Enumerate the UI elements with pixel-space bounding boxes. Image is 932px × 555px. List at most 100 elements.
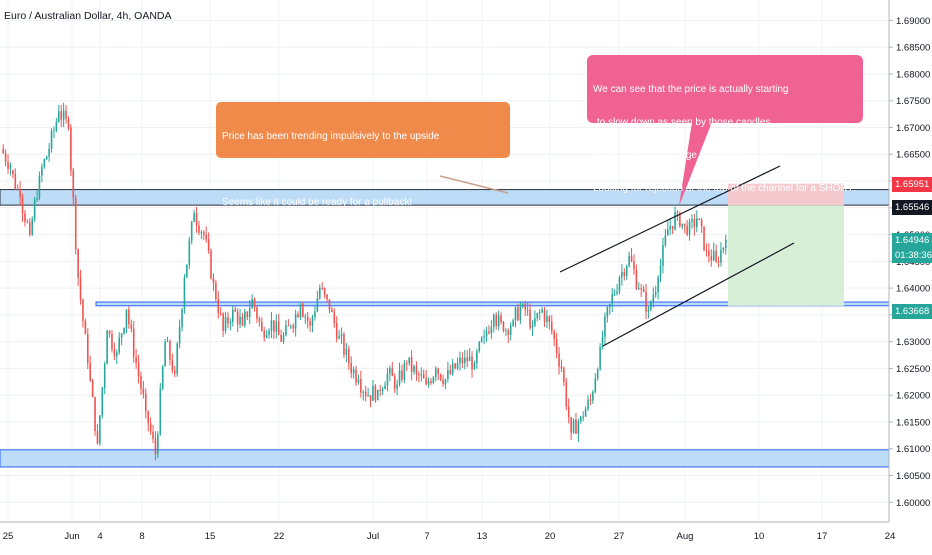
candle[interactable] <box>53 126 55 139</box>
candle[interactable] <box>314 306 316 321</box>
candle[interactable] <box>14 168 17 191</box>
candle[interactable] <box>420 367 423 382</box>
candle[interactable] <box>553 329 556 347</box>
candle[interactable] <box>289 324 292 329</box>
candle[interactable] <box>410 350 413 381</box>
candle[interactable] <box>589 393 592 406</box>
candle[interactable] <box>236 308 239 333</box>
candle[interactable] <box>157 431 159 459</box>
candle[interactable] <box>437 367 440 380</box>
candle[interactable] <box>91 378 94 398</box>
candle[interactable] <box>338 329 340 340</box>
candle[interactable] <box>534 310 536 328</box>
candle[interactable] <box>558 346 560 375</box>
candle[interactable] <box>587 395 589 411</box>
candle[interactable] <box>517 303 519 322</box>
candle[interactable] <box>599 343 601 371</box>
candle[interactable] <box>130 319 133 333</box>
candle[interactable] <box>567 398 570 424</box>
candle[interactable] <box>601 330 604 350</box>
candle[interactable] <box>708 243 710 263</box>
candle[interactable] <box>454 362 456 370</box>
candle[interactable] <box>594 373 597 394</box>
candle[interactable] <box>224 311 227 334</box>
stop-loss-area[interactable] <box>728 183 844 206</box>
candle[interactable] <box>495 312 498 330</box>
candle[interactable] <box>488 325 490 335</box>
candle[interactable] <box>497 310 500 331</box>
candle[interactable] <box>565 378 568 411</box>
candle[interactable] <box>67 116 70 131</box>
candle[interactable] <box>38 171 41 201</box>
candle[interactable] <box>292 323 295 333</box>
candle[interactable] <box>633 254 635 275</box>
candle[interactable] <box>149 417 152 436</box>
candle[interactable] <box>722 247 725 254</box>
candle[interactable] <box>364 385 367 402</box>
candle[interactable] <box>60 104 63 128</box>
candle[interactable] <box>391 362 394 377</box>
candle[interactable] <box>309 317 311 332</box>
candle[interactable] <box>611 287 614 313</box>
candle[interactable] <box>41 163 43 183</box>
candle[interactable] <box>50 128 53 153</box>
candle[interactable] <box>282 332 285 345</box>
candle[interactable] <box>635 264 638 291</box>
candle[interactable] <box>31 216 34 236</box>
candle[interactable] <box>256 305 258 323</box>
candle[interactable] <box>662 237 664 274</box>
candle[interactable] <box>389 365 391 382</box>
candle[interactable] <box>659 258 662 283</box>
candle[interactable] <box>70 124 72 177</box>
candle[interactable] <box>176 341 179 377</box>
candle[interactable] <box>239 308 241 329</box>
candle[interactable] <box>432 375 435 385</box>
candle[interactable] <box>202 230 205 240</box>
candle[interactable] <box>647 306 650 319</box>
candle[interactable] <box>386 367 389 392</box>
candle[interactable] <box>178 319 181 349</box>
candle[interactable] <box>101 386 104 419</box>
candle[interactable] <box>519 301 522 324</box>
candle[interactable] <box>350 356 353 379</box>
candle[interactable] <box>154 431 157 461</box>
candle[interactable] <box>285 320 287 337</box>
candle[interactable] <box>650 300 652 312</box>
candle[interactable] <box>422 369 425 379</box>
candle[interactable] <box>456 357 459 371</box>
candle[interactable] <box>405 360 408 371</box>
candle[interactable] <box>287 319 290 327</box>
candle[interactable] <box>584 406 587 417</box>
candle[interactable] <box>123 327 125 336</box>
candle[interactable] <box>181 307 183 332</box>
candle[interactable] <box>33 196 36 222</box>
candle[interactable] <box>217 291 220 319</box>
candle[interactable] <box>36 190 38 203</box>
candle[interactable] <box>99 414 101 446</box>
candle[interactable] <box>186 264 188 278</box>
candle[interactable] <box>608 303 611 315</box>
candle[interactable] <box>260 317 263 332</box>
candle[interactable] <box>703 226 705 252</box>
candle[interactable] <box>166 336 169 343</box>
candle[interactable] <box>200 230 203 239</box>
candle[interactable] <box>403 359 406 384</box>
candle[interactable] <box>459 351 461 371</box>
candle[interactable] <box>115 349 118 365</box>
candle[interactable] <box>418 371 420 383</box>
candle[interactable] <box>212 273 215 292</box>
candle[interactable] <box>384 381 386 390</box>
candle[interactable] <box>606 306 609 323</box>
candle[interactable] <box>84 318 87 335</box>
candle[interactable] <box>374 384 377 403</box>
candle[interactable] <box>379 385 382 397</box>
candle[interactable] <box>625 264 628 281</box>
candle[interactable] <box>265 329 268 339</box>
candle[interactable] <box>280 329 282 343</box>
candle[interactable] <box>345 342 348 363</box>
candle[interactable] <box>698 218 701 221</box>
take-profit-area[interactable] <box>728 205 844 306</box>
candle[interactable] <box>502 320 505 333</box>
candle[interactable] <box>555 333 558 359</box>
